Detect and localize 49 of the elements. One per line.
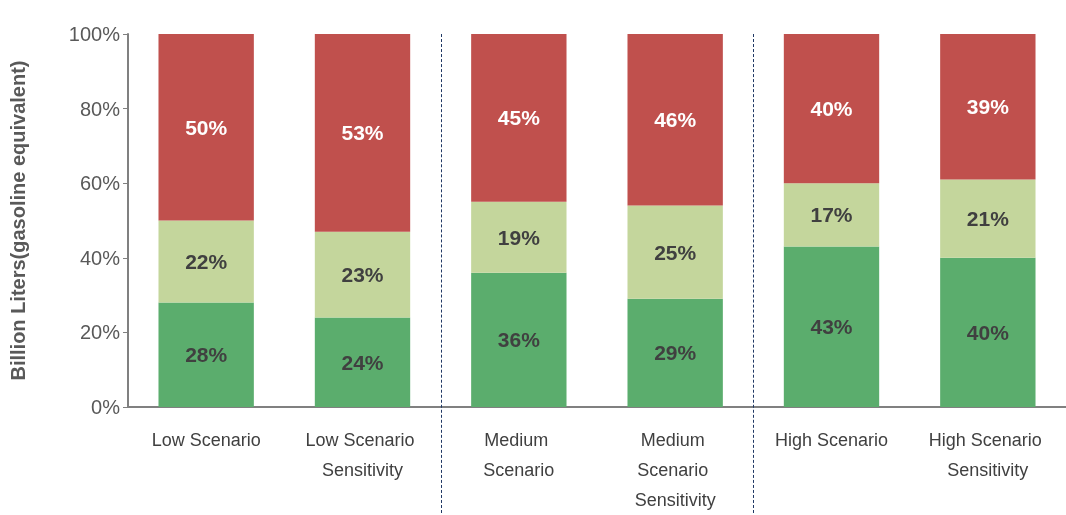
bar: [158, 34, 254, 221]
data-label: 22%: [185, 250, 228, 274]
data-label: 45%: [497, 106, 541, 130]
bar: [471, 201, 567, 273]
y-tick-label: 60%: [79, 172, 121, 195]
data-label: 24%: [341, 350, 384, 374]
bar: [627, 34, 723, 206]
bar: [783, 246, 880, 407]
bar: [627, 298, 723, 407]
bar: [471, 34, 567, 202]
x-tick-label: Medium Scenario Sensitivity: [634, 430, 716, 510]
bar: [314, 317, 411, 407]
bar: [314, 34, 411, 232]
data-label: 28%: [185, 343, 228, 367]
data-label: 25%: [654, 240, 697, 264]
x-tick-label: Low Scenario Sensitivity: [305, 430, 420, 480]
y-tick-label: 80%: [79, 97, 121, 120]
data-label: 19%: [497, 225, 541, 249]
bar: [314, 231, 411, 318]
bar: [627, 205, 723, 299]
data-label: 46%: [654, 108, 697, 132]
data-label: 40%: [966, 320, 1010, 344]
bar: [940, 179, 1036, 258]
y-axis-title: Billion Liters(gasoline equivalent): [7, 60, 29, 381]
bar: [783, 34, 880, 184]
y-tick-label: 100%: [68, 23, 121, 45]
data-label: 43%: [810, 315, 853, 339]
y-tick-label: 20%: [79, 321, 121, 344]
y-tick-label: 40%: [79, 246, 121, 269]
data-label: 17%: [810, 203, 853, 227]
data-label: 36%: [497, 328, 541, 352]
x-tick-label: Low Scenario: [151, 430, 261, 450]
data-label: 39%: [966, 95, 1010, 119]
bar: [940, 34, 1036, 180]
bar: [783, 183, 880, 247]
data-label: 50%: [185, 115, 228, 139]
data-label: 23%: [341, 263, 384, 287]
x-tick-label: Medium Scenario: [483, 430, 555, 480]
y-tick-label: 0%: [91, 396, 121, 418]
data-label: 21%: [966, 207, 1010, 231]
data-label: 53%: [341, 121, 384, 145]
data-label: 40%: [810, 97, 853, 121]
x-tick-label: High Scenario: [774, 430, 889, 450]
data-label: 29%: [654, 341, 697, 365]
bar: [471, 272, 567, 407]
bar: [940, 257, 1036, 407]
bar: [158, 302, 254, 407]
bar: [158, 220, 254, 303]
x-tick-label: High Scenario Sensitivity: [928, 430, 1047, 480]
